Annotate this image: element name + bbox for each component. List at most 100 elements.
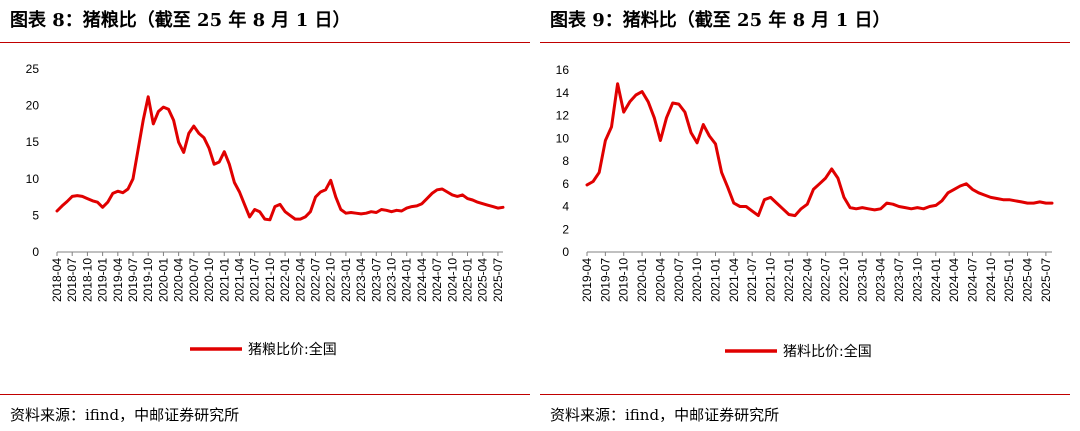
x-tick-label: 2025-07	[491, 258, 505, 302]
x-tick: 2024-10	[984, 252, 998, 302]
x-tick: 2023-10	[910, 252, 924, 302]
x-tick-label: 2019-01	[96, 258, 110, 302]
x-tick: 2021-10	[764, 252, 778, 302]
y-tick-label: 10	[26, 172, 40, 186]
x-tick-label: 2019-07	[126, 258, 140, 302]
x-tick-label: 2023-04	[874, 258, 888, 302]
x-tick-label: 2020-10	[202, 258, 216, 302]
x-tick-label: 2021-07	[745, 258, 759, 302]
x-tick: 2025-01	[1002, 252, 1016, 302]
x-tick: 2023-07	[369, 252, 383, 302]
x-tick: 2019-01	[96, 252, 110, 302]
x-tick: 2025-04	[1021, 252, 1035, 302]
x-tick: 2023-07	[892, 252, 906, 302]
x-tick: 2020-01	[635, 252, 649, 302]
x-tick: 2019-10	[141, 252, 155, 302]
x-tick-label: 2023-07	[892, 258, 906, 302]
series-line	[55, 95, 505, 222]
x-tick-label: 2019-04	[111, 258, 125, 302]
y-tick: 10	[556, 131, 570, 145]
x-tick: 2022-10	[837, 252, 851, 302]
x-tick: 2025-01	[461, 252, 475, 302]
y-tick-label: 0	[32, 245, 39, 259]
legend-label: 猪料比价:全国	[783, 343, 872, 360]
x-tick-label: 2024-04	[415, 258, 429, 302]
y-tick-label: 12	[556, 109, 570, 123]
x-tick: 2024-07	[430, 252, 444, 302]
y-tick: 8	[562, 154, 569, 168]
legend: 猪料比价:全国	[725, 343, 872, 360]
y-tick-label: 2	[562, 222, 569, 236]
x-tick: 2021-01	[217, 252, 231, 302]
x-tick-label: 2021-07	[248, 258, 262, 302]
y-tick: 16	[556, 63, 570, 77]
x-tick-label: 2022-07	[308, 258, 322, 302]
x-tick-label: 2022-04	[293, 258, 307, 302]
x-tick-label: 2025-01	[461, 258, 475, 302]
x-tick: 2019-07	[598, 252, 612, 302]
x-tick-label: 2020-04	[172, 258, 186, 302]
y-tick: 4	[562, 200, 569, 214]
x-tick: 2025-04	[476, 252, 490, 302]
legend-label: 猪粮比价:全国	[248, 341, 337, 358]
x-tick: 2022-01	[278, 252, 292, 302]
x-tick: 2025-07	[1039, 252, 1053, 302]
x-tick-label: 2025-04	[1021, 258, 1035, 302]
title-rule	[0, 42, 530, 43]
x-tick-label: 2020-10	[690, 258, 704, 302]
x-tick: 2025-07	[491, 252, 505, 302]
x-tick: 2020-01	[156, 252, 170, 302]
figure-title: 图表 8：猪粮比（截至 25 年 8 月 1 日）	[10, 10, 351, 31]
y-tick: 14	[556, 86, 570, 100]
y-tick-label: 10	[556, 131, 570, 145]
x-tick-label: 2024-07	[430, 258, 444, 302]
y-tick: 10	[26, 172, 40, 186]
x-tick-label: 2023-10	[385, 258, 399, 302]
y-tick-label: 20	[26, 99, 40, 113]
x-tick-label: 2024-10	[445, 258, 459, 302]
source-rule	[0, 394, 530, 395]
x-tick: 2023-01	[855, 252, 869, 302]
x-tick: 2021-10	[263, 252, 277, 302]
pig-feed-ratio-chart: 0 2 4 6 8 10 12 14 16 2019-04 2019-07 2019-10 2020-0…	[556, 63, 1054, 360]
x-tick: 2020-04	[653, 252, 667, 302]
x-tick-label: 2020-04	[653, 258, 667, 302]
x-tick: 2023-04	[874, 252, 888, 302]
x-tick: 2024-07	[965, 252, 979, 302]
y-tick: 25	[26, 62, 40, 76]
y-tick: 0	[32, 245, 39, 259]
title-rule	[540, 42, 1070, 43]
x-tick-label: 2018-10	[80, 258, 94, 302]
x-tick-label: 2025-07	[1039, 258, 1053, 302]
x-tick: 2018-04	[50, 252, 64, 302]
y-tick-label: 15	[26, 135, 40, 149]
x-tick-label: 2022-10	[324, 258, 338, 302]
x-tick-label: 2024-01	[929, 258, 943, 302]
x-tick: 2023-10	[385, 252, 399, 302]
y-tick-label: 25	[26, 62, 40, 76]
figure-panel-8: 图表 8：猪粮比（截至 25 年 8 月 1 日） 0 5 10 15 20 25 2018…	[0, 0, 530, 431]
x-tick: 2021-07	[745, 252, 759, 302]
x-tick: 2022-04	[293, 252, 307, 302]
x-tick-label: 2023-10	[910, 258, 924, 302]
x-tick: 2024-04	[415, 252, 429, 302]
x-tick: 2024-01	[929, 252, 943, 302]
x-tick-label: 2020-07	[187, 258, 201, 302]
x-tick-label: 2018-07	[65, 258, 79, 302]
legend: 猪粮比价:全国	[190, 341, 337, 358]
x-tick: 2018-07	[65, 252, 79, 302]
x-tick: 2022-01	[782, 252, 796, 302]
series-line	[585, 82, 1054, 218]
x-tick: 2021-04	[232, 252, 246, 302]
y-tick-label: 0	[562, 245, 569, 259]
x-tick: 2021-04	[727, 252, 741, 302]
y-tick: 12	[556, 109, 570, 123]
y-tick-label: 5	[32, 208, 39, 222]
x-tick: 2024-10	[445, 252, 459, 302]
x-tick-label: 2022-10	[837, 258, 851, 302]
x-tick-label: 2021-04	[727, 258, 741, 302]
x-tick-label: 2024-07	[965, 258, 979, 302]
y-tick: 5	[32, 208, 39, 222]
x-tick-label: 2023-01	[339, 258, 353, 302]
x-tick-label: 2021-01	[708, 258, 722, 302]
